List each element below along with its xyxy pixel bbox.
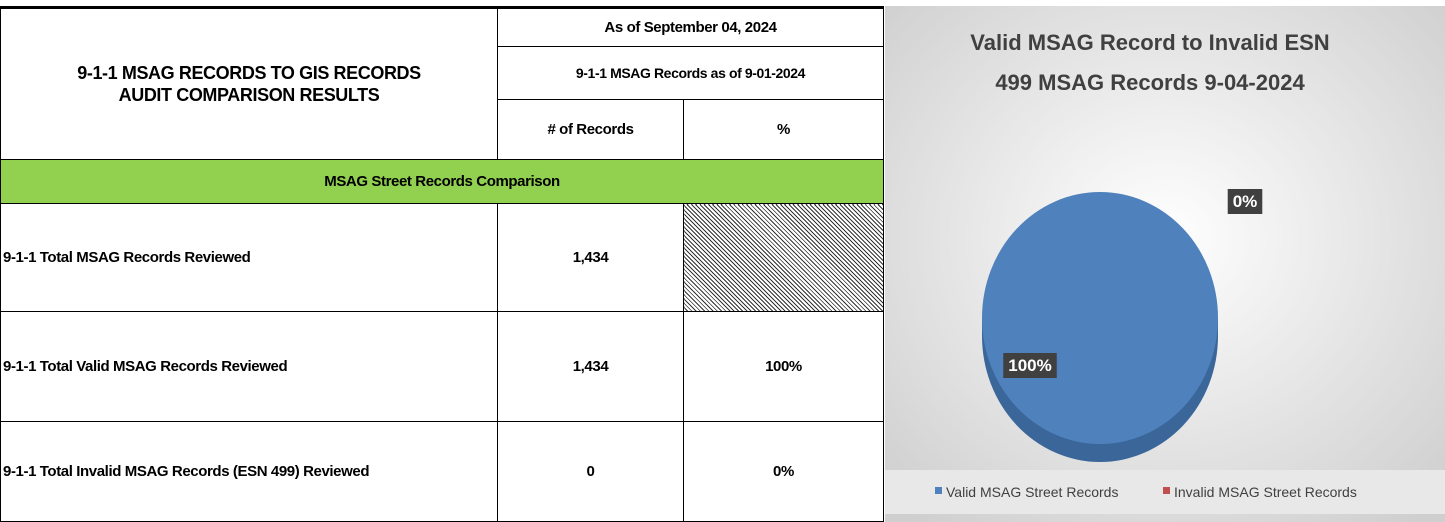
legend-label: Valid MSAG Street Records bbox=[946, 484, 1118, 500]
hatched-cell bbox=[683, 203, 884, 312]
chart-title: Valid MSAG Record to Invalid ESN bbox=[970, 30, 1329, 55]
column-header: % bbox=[683, 99, 884, 160]
row-count: 1,434 bbox=[497, 203, 684, 312]
row-label: 9-1-1 Total MSAG Records Reviewed bbox=[0, 203, 498, 312]
pie-chart: Valid MSAG Record to Invalid ESN 499 MSA… bbox=[885, 6, 1445, 522]
records-header: 9-1-1 MSAG Records as of 9-01-2024 bbox=[497, 46, 884, 100]
data-label-box bbox=[1227, 189, 1263, 214]
date-header: As of September 04, 2024 bbox=[497, 6, 884, 47]
table-title: 9-1-1 MSAG RECORDS TO GIS RECORDS AUDIT … bbox=[0, 6, 498, 160]
data-label: 0% bbox=[1233, 192, 1258, 211]
section-header: MSAG Street Records Comparison bbox=[0, 159, 884, 204]
row-count: 1,434 bbox=[497, 311, 684, 422]
data-label-box bbox=[1003, 353, 1057, 378]
row-percent: 0% bbox=[683, 421, 884, 522]
row-label: 9-1-1 Total Invalid MSAG Records (ESN 49… bbox=[0, 421, 498, 522]
audit-table: 9-1-1 MSAG RECORDS TO GIS RECORDS AUDIT … bbox=[0, 6, 884, 522]
legend-swatch bbox=[935, 487, 942, 494]
row-percent: 100% bbox=[683, 311, 884, 422]
pie-slice bbox=[982, 192, 1218, 444]
row-count: 0 bbox=[497, 421, 684, 522]
legend-label: Invalid MSAG Street Records bbox=[1174, 484, 1357, 500]
column-header: # of Records bbox=[497, 99, 684, 160]
row-label: 9-1-1 Total Valid MSAG Records Reviewed bbox=[0, 311, 498, 422]
data-label: 100% bbox=[1008, 356, 1051, 375]
chart-subtitle: 499 MSAG Records 9-04-2024 bbox=[995, 70, 1305, 95]
legend-swatch bbox=[1163, 487, 1170, 494]
